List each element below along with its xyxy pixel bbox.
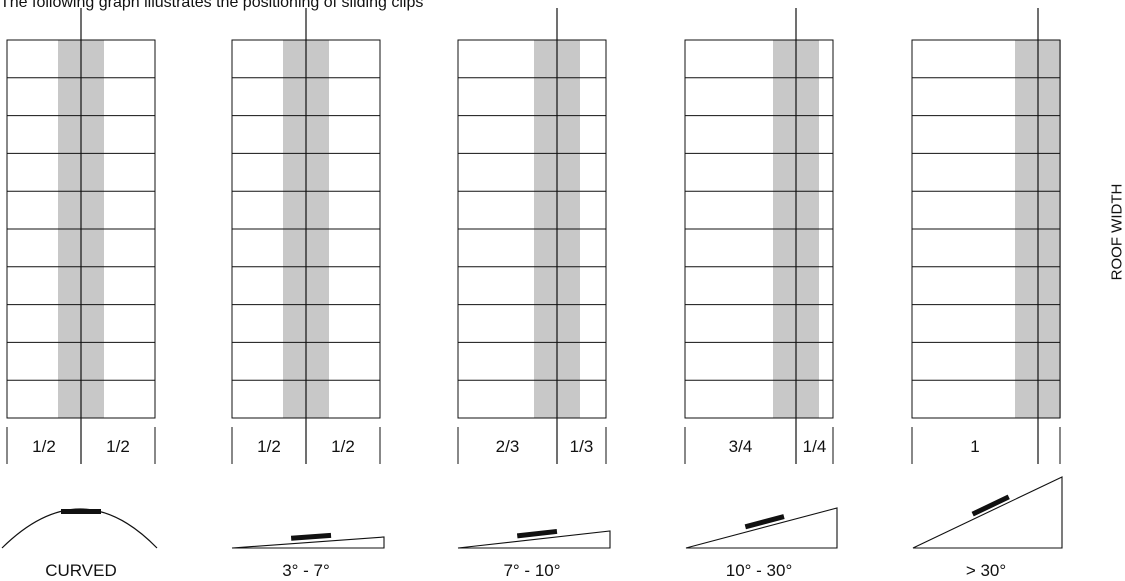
clip-marker xyxy=(290,532,332,541)
curved-roof-icon xyxy=(1,508,158,549)
roof-slope-icon xyxy=(231,536,385,549)
split-label-right: 1/4 xyxy=(803,437,827,456)
split-label-left: 3/4 xyxy=(729,437,753,456)
split-label-right: 1/2 xyxy=(331,437,355,456)
roof-pitch-label: 7° - 10° xyxy=(503,561,560,580)
clip-marker xyxy=(971,494,1010,517)
clip-marker xyxy=(516,528,558,539)
roof-slope-icon xyxy=(457,530,611,549)
split-label-right: 1/2 xyxy=(106,437,130,456)
roof-pitch-label: > 30° xyxy=(966,561,1006,580)
panel-pitch-10-30: 3/4 1/4 10° - 30° xyxy=(684,8,838,580)
split-label-left: 2/3 xyxy=(496,437,520,456)
diagram-title: The following graph illustrates the posi… xyxy=(0,0,424,11)
panel-curved: 1/2 1/2 CURVED xyxy=(1,8,158,580)
roof-pitch-label: CURVED xyxy=(45,561,116,580)
clip-marker xyxy=(744,514,785,530)
split-label: 1 xyxy=(970,437,979,456)
roof-pitch-label: 3° - 7° xyxy=(282,561,330,580)
panel-pitch-7-10: 2/3 1/3 7° - 10° xyxy=(457,8,611,580)
roof-slope-icon xyxy=(912,476,1063,549)
roof-pitch-label: 10° - 30° xyxy=(726,561,793,580)
split-label-left: 1/2 xyxy=(257,437,281,456)
panel-pitch-over-30: 1 > 30° xyxy=(911,8,1063,580)
panel-pitch-3-7: 1/2 1/2 3° - 7° xyxy=(231,8,385,580)
roof-slope-icon xyxy=(685,507,838,549)
clip-marker xyxy=(61,509,101,514)
split-label-right: 1/3 xyxy=(570,437,594,456)
split-label-left: 1/2 xyxy=(32,437,56,456)
